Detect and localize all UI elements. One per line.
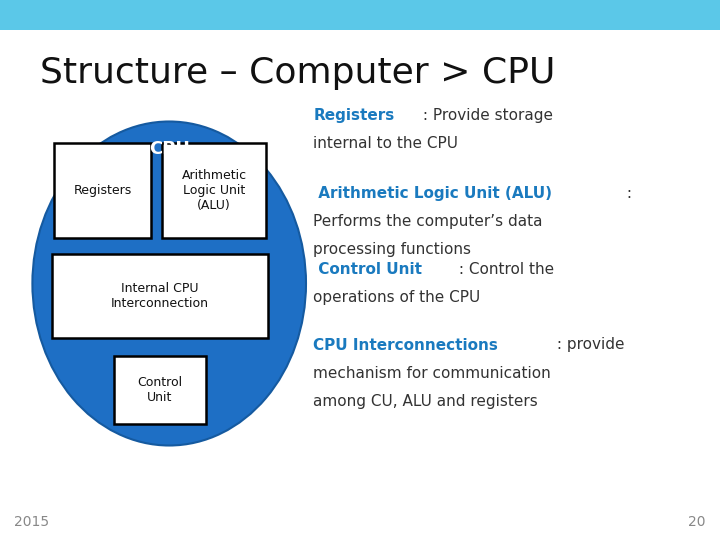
- Text: : provide: : provide: [552, 338, 624, 353]
- Text: mechanism for communication: mechanism for communication: [313, 366, 551, 381]
- Text: Control
Unit: Control Unit: [138, 376, 182, 404]
- Text: Arithmetic Logic Unit (ALU): Arithmetic Logic Unit (ALU): [313, 186, 552, 201]
- Text: Structure – Computer > CPU: Structure – Computer > CPU: [40, 56, 555, 90]
- Text: Control Unit: Control Unit: [313, 262, 422, 277]
- Text: Performs the computer’s data: Performs the computer’s data: [313, 214, 543, 230]
- Text: 20: 20: [688, 515, 706, 529]
- Text: Registers: Registers: [313, 108, 395, 123]
- FancyBboxPatch shape: [54, 143, 151, 238]
- Text: among CU, ALU and registers: among CU, ALU and registers: [313, 394, 538, 409]
- Text: operations of the CPU: operations of the CPU: [313, 290, 480, 305]
- Text: : Control the: : Control the: [454, 262, 554, 277]
- Text: : Provide storage: : Provide storage: [418, 108, 553, 123]
- Text: Internal CPU
Interconnection: Internal CPU Interconnection: [111, 282, 209, 309]
- FancyBboxPatch shape: [162, 143, 266, 238]
- FancyBboxPatch shape: [52, 254, 268, 338]
- Ellipse shape: [32, 122, 306, 446]
- Text: CPU Interconnections: CPU Interconnections: [313, 338, 498, 353]
- FancyBboxPatch shape: [114, 356, 206, 424]
- Text: :: :: [621, 186, 631, 201]
- Text: CPU: CPU: [149, 139, 189, 158]
- Text: Registers: Registers: [73, 184, 132, 197]
- Text: internal to the CPU: internal to the CPU: [313, 136, 458, 151]
- Text: Arithmetic
Logic Unit
(ALU): Arithmetic Logic Unit (ALU): [181, 169, 247, 212]
- Text: processing functions: processing functions: [313, 242, 471, 258]
- Text: 2015: 2015: [14, 515, 50, 529]
